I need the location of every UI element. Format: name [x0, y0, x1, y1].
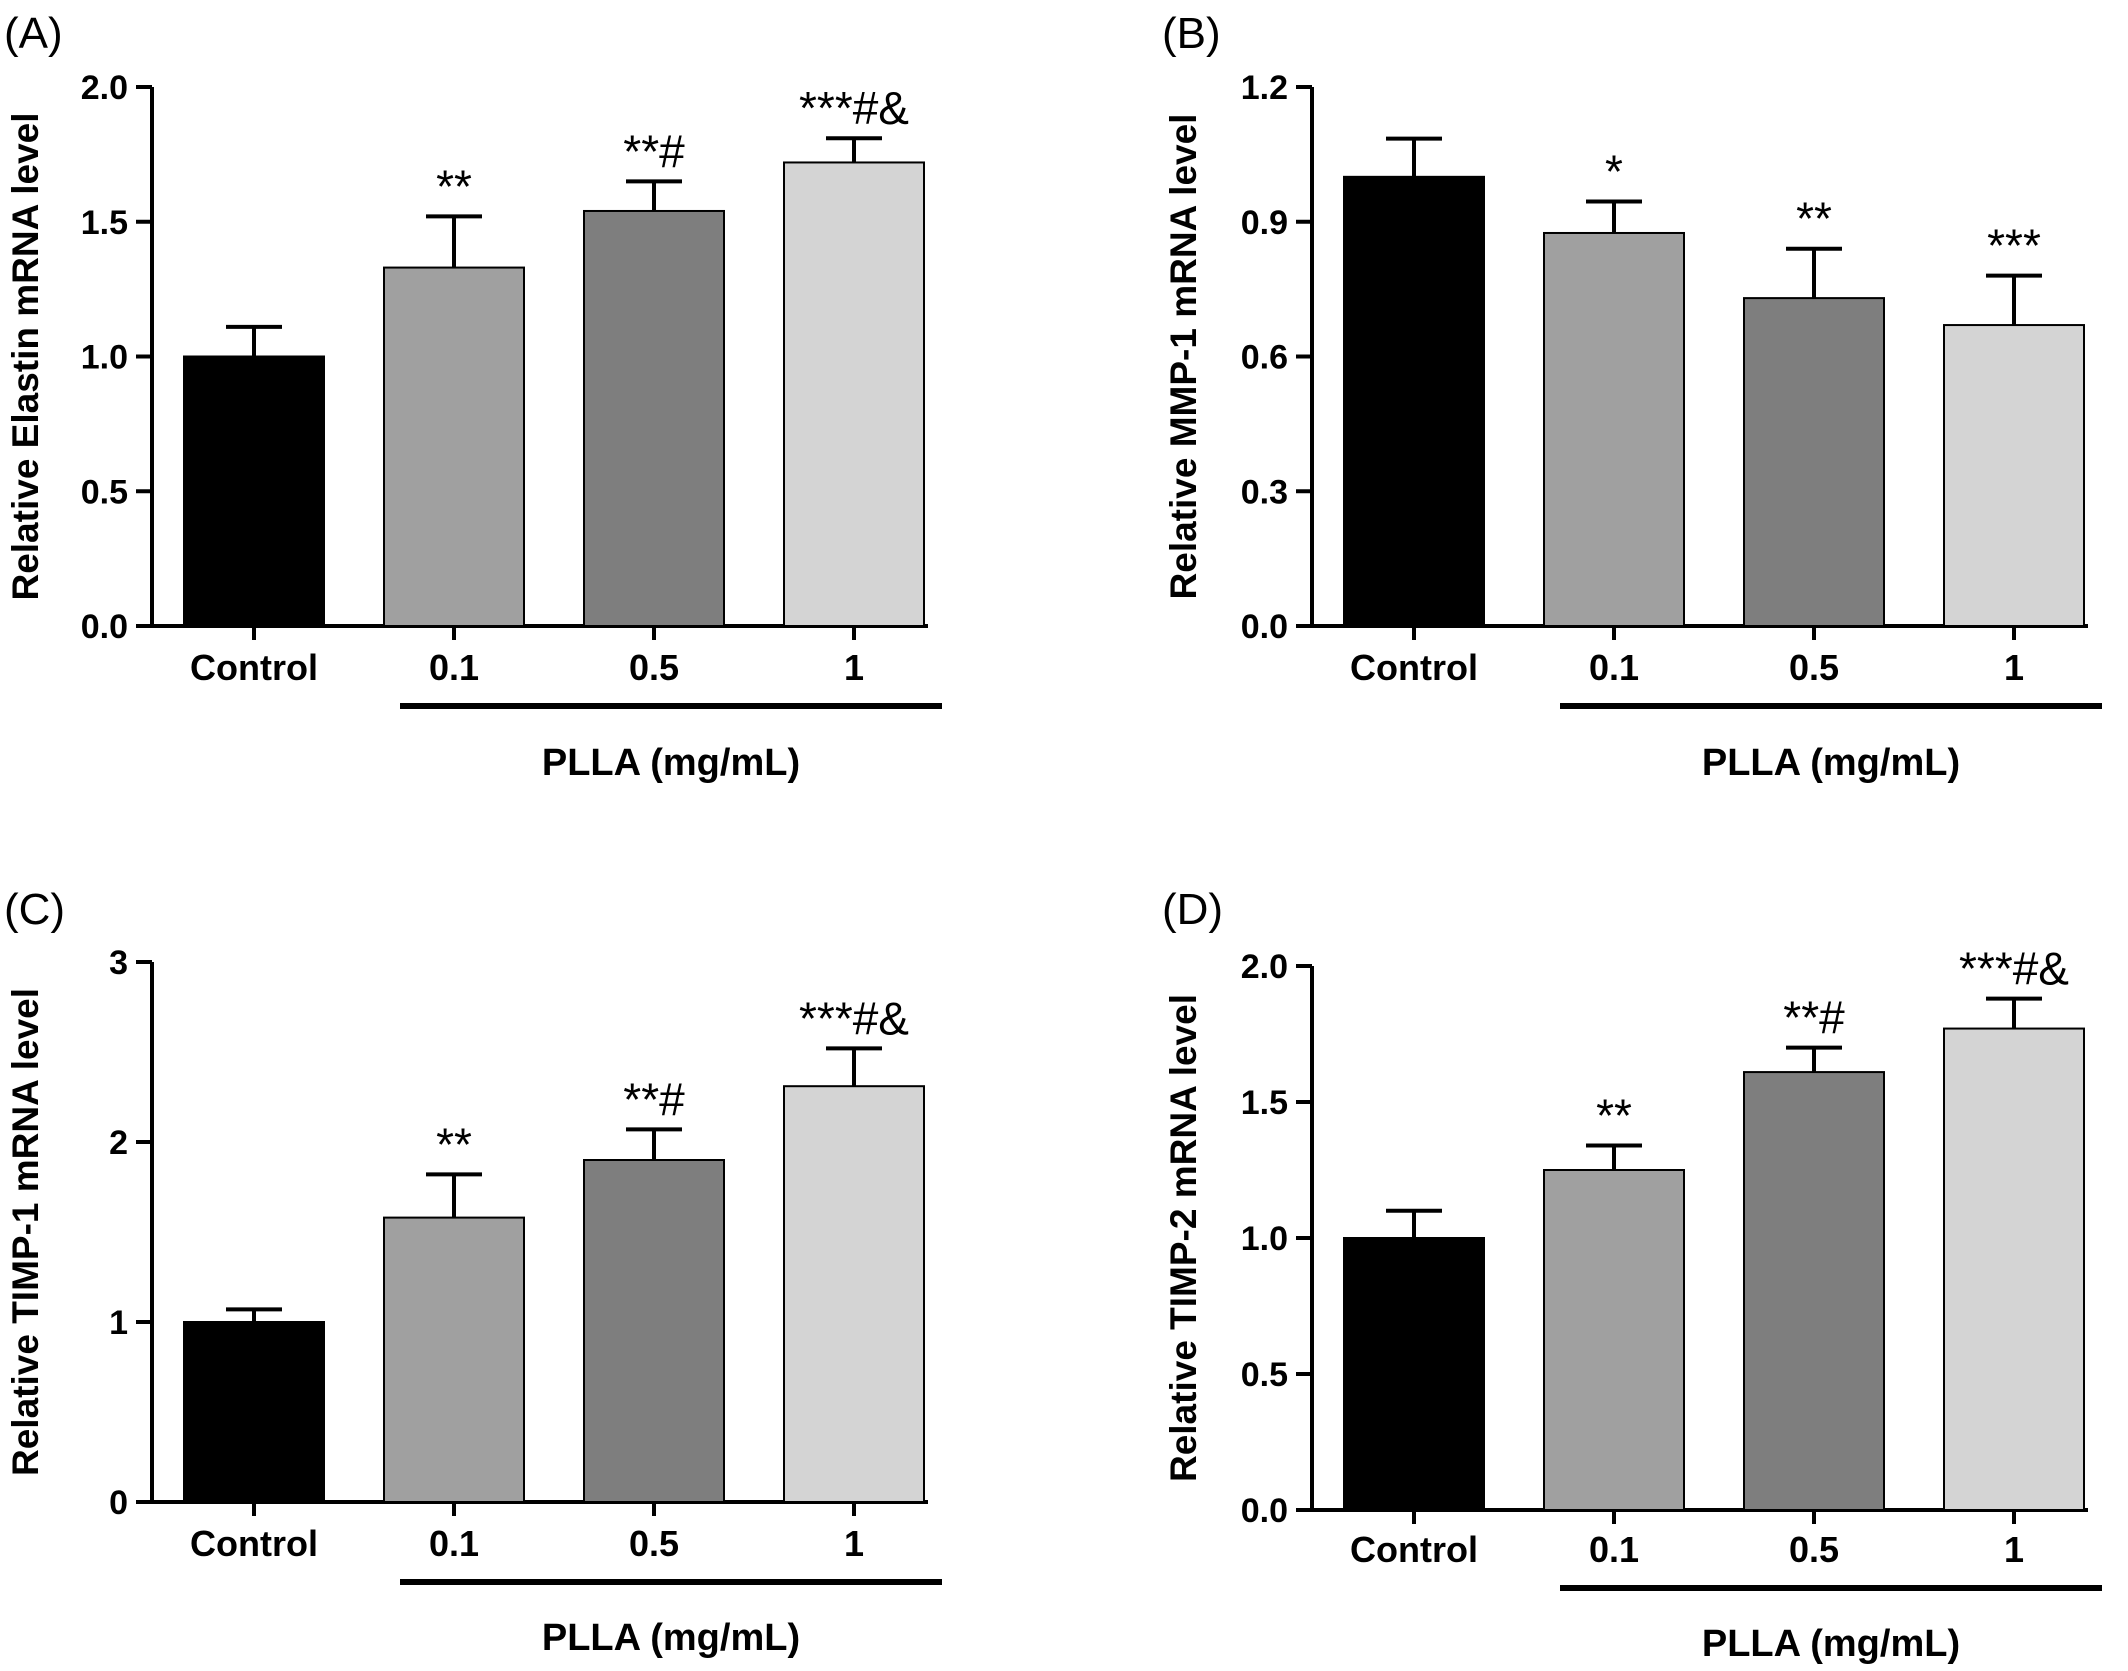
- x-tick-label: 1: [2004, 1529, 2024, 1570]
- x-tick-label: 0.1: [1589, 647, 1639, 688]
- x-tick-label: 0.5: [1789, 647, 1839, 688]
- y-tick-label: 1.5: [81, 204, 128, 242]
- panel-letter: (C): [4, 885, 65, 934]
- x-tick-label: Control: [190, 1523, 318, 1564]
- bar: [1543, 231, 1685, 628]
- y-axis-label: Relative TIMP-2 mRNA level: [1163, 994, 1204, 1482]
- panel-letter: (A): [4, 9, 63, 58]
- chart-panel-1: (A) 0.0 0.5 1.0 1.5 2.0 Control ** 0.1 **# 0.5 ***#…: [4, 9, 942, 784]
- significance-label: **: [436, 160, 472, 212]
- bar: [1743, 1071, 1885, 1511]
- significance-label: ***#&: [799, 82, 909, 134]
- chart-panel-4: (D) 0.0 0.5 1.0 1.5 2.0 Control ** 0.1 **# 0.5 ***#…: [1162, 885, 2102, 1665]
- x-tick-label: Control: [1350, 1529, 1478, 1570]
- y-tick-label: 1.2: [1241, 69, 1288, 107]
- panel-letter: (B): [1162, 9, 1221, 58]
- y-tick-label: 2.0: [81, 69, 128, 107]
- y-tick-label: 3: [109, 944, 128, 982]
- significance-label: ***#&: [799, 992, 909, 1044]
- significance-label: **#: [1783, 992, 1845, 1044]
- significance-label: ***: [1987, 220, 2041, 272]
- x-tick-label: 1: [844, 647, 864, 688]
- x-axis-label: PLLA (mg/mL): [542, 742, 800, 784]
- bar: [1343, 1237, 1485, 1511]
- significance-label: **: [1596, 1090, 1632, 1142]
- y-tick-label: 2.0: [1241, 948, 1288, 986]
- bar: [1943, 324, 2085, 627]
- bar: [183, 355, 325, 627]
- y-axis-label: Relative MMP-1 mRNA level: [1163, 114, 1204, 600]
- x-tick-label: 0.1: [1589, 1529, 1639, 1570]
- bar: [1743, 297, 1885, 627]
- x-axis-label: PLLA (mg/mL): [1702, 742, 1960, 784]
- significance-label: *: [1605, 146, 1623, 198]
- bar: [783, 1085, 925, 1503]
- y-tick-label: 1.0: [1241, 1220, 1288, 1258]
- panel-letter: (D): [1162, 885, 1223, 934]
- x-tick-label: Control: [190, 647, 318, 688]
- x-tick-label: 0.5: [1789, 1529, 1839, 1570]
- x-tick-label: 1: [844, 1523, 864, 1564]
- y-tick-label: 1.0: [81, 339, 128, 377]
- bar: [1943, 1027, 2085, 1512]
- significance-label: **: [436, 1118, 472, 1170]
- x-tick-label: 1: [2004, 647, 2024, 688]
- bar: [583, 1159, 725, 1503]
- x-tick-label: 0.5: [629, 1523, 679, 1564]
- x-tick-label: 0.1: [429, 647, 479, 688]
- y-tick-label: 0.5: [81, 473, 128, 511]
- bar: [583, 209, 725, 627]
- chart-panel-3: (C) 0 1 2 3 Control ** 0.1 **# 0.5 ***#& 1 PLLA (mg/…: [4, 885, 942, 1659]
- x-axis-label: PLLA (mg/mL): [542, 1617, 800, 1659]
- x-axis-label: PLLA (mg/mL): [1702, 1623, 1960, 1665]
- y-tick-label: 1.5: [1241, 1084, 1288, 1122]
- x-tick-label: Control: [1350, 647, 1478, 688]
- y-tick-label: 1: [109, 1304, 128, 1342]
- significance-label: **: [1796, 193, 1832, 245]
- bar: [1343, 175, 1485, 627]
- significance-label: **#: [623, 1073, 685, 1125]
- y-axis-label: Relative TIMP-1 mRNA level: [5, 988, 46, 1476]
- y-tick-label: 0.9: [1241, 204, 1288, 242]
- bar: [383, 1216, 525, 1503]
- y-tick-label: 0: [109, 1484, 128, 1522]
- bar: [383, 266, 525, 627]
- y-tick-label: 0.0: [81, 608, 128, 646]
- bar: [1543, 1169, 1685, 1511]
- x-tick-label: 0.5: [629, 647, 679, 688]
- y-tick-label: 0.0: [1241, 608, 1288, 646]
- y-tick-label: 0.0: [1241, 1492, 1288, 1530]
- x-tick-label: 0.1: [429, 1523, 479, 1564]
- y-tick-label: 0.5: [1241, 1356, 1288, 1394]
- significance-label: ***#&: [1959, 943, 2069, 995]
- y-tick-label: 2: [109, 1124, 128, 1162]
- y-tick-label: 0.3: [1241, 473, 1288, 511]
- y-axis-label: Relative Elastin mRNA level: [5, 112, 46, 600]
- significance-label: **#: [623, 125, 685, 177]
- y-tick-label: 0.6: [1241, 339, 1288, 377]
- bar: [783, 161, 925, 628]
- bar: [183, 1321, 325, 1503]
- chart-panel-2: (B) 0.0 0.3 0.6 0.9 1.2 Control * 0.1 ** 0.5 *** 1 PL…: [1162, 9, 2102, 784]
